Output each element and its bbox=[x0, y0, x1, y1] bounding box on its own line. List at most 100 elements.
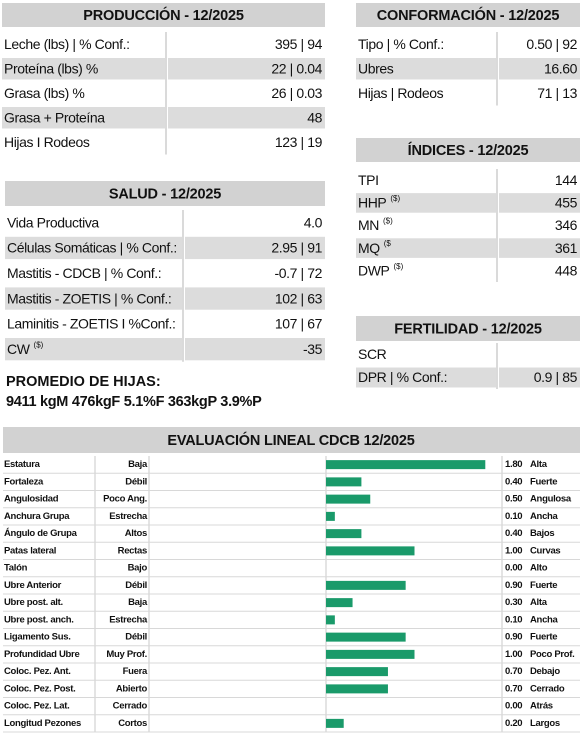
trait-name: Patas lateral bbox=[4, 545, 56, 556]
row-shade bbox=[168, 107, 325, 129]
trait-high: Largos bbox=[530, 718, 560, 729]
trait-value: 0.00 bbox=[505, 701, 522, 712]
row-superscript: ($) bbox=[383, 217, 393, 226]
trait-low: Muy Prof. bbox=[106, 649, 147, 660]
trait-low: Débil bbox=[125, 580, 147, 591]
row-shade bbox=[499, 367, 580, 388]
row-value: 455 bbox=[555, 195, 578, 211]
trait-high: Curvas bbox=[530, 545, 560, 556]
row-value: -35 bbox=[303, 341, 323, 357]
trait-value: 0.40 bbox=[505, 476, 522, 487]
row-label: MN bbox=[358, 217, 379, 233]
trait-name: Ángulo de Grupa bbox=[4, 528, 78, 539]
row-value: 0.9 | 85 bbox=[534, 369, 578, 385]
row-value: 361 bbox=[555, 240, 578, 256]
row-value: 123 | 19 bbox=[275, 134, 323, 150]
row-label: Ubres bbox=[358, 60, 394, 76]
row-value: 71 | 13 bbox=[537, 85, 577, 101]
trait-value: 0.30 bbox=[505, 597, 522, 608]
row-superscript: ($) bbox=[390, 194, 400, 203]
row-label: Grasa + Proteína bbox=[4, 109, 105, 125]
section-header bbox=[356, 316, 580, 341]
trait-bar bbox=[326, 511, 335, 521]
row-label: HHP bbox=[358, 195, 386, 211]
row-shade bbox=[5, 287, 182, 310]
trait-high: Bajos bbox=[530, 528, 554, 539]
promedio-text: 9411 kgM 476kgF 5.1%F 363kgP 3.9%P bbox=[6, 394, 262, 410]
trait-high: Fuerte bbox=[530, 476, 557, 487]
trait-bar bbox=[326, 615, 335, 625]
row-label: MQ bbox=[358, 240, 380, 256]
trait-high: Atrás bbox=[530, 701, 553, 712]
row-value: 22 | 0.04 bbox=[271, 60, 322, 76]
row-shade bbox=[2, 107, 165, 129]
trait-name: Anchura Grupa bbox=[4, 511, 70, 522]
trait-value: 0.90 bbox=[505, 632, 522, 643]
trait-bar bbox=[326, 718, 344, 728]
section-title: EVALUACIÓN LINEAL CDCB 12/2025 bbox=[167, 431, 414, 449]
trait-name: Coloc. Pez. Ant. bbox=[4, 666, 71, 677]
trait-value: 0.20 bbox=[505, 718, 522, 729]
trait-value: 0.40 bbox=[505, 528, 522, 539]
row-superscript: ($) bbox=[393, 262, 403, 271]
row-shade bbox=[499, 58, 580, 80]
row-shade bbox=[499, 238, 580, 258]
trait-name: Longitud Pezones bbox=[4, 718, 81, 729]
trait-high: Fuerte bbox=[530, 632, 557, 643]
section-header bbox=[356, 138, 580, 162]
row-label: SCR bbox=[358, 346, 387, 362]
row-value: 26 | 0.03 bbox=[271, 85, 322, 101]
trait-name: Estatura bbox=[4, 459, 41, 470]
trait-value: 0.90 bbox=[505, 580, 522, 591]
trait-low: Estrecha bbox=[109, 614, 148, 625]
row-label: DWP bbox=[358, 262, 390, 278]
trait-high: Ancha bbox=[530, 614, 559, 625]
trait-low: Rectas bbox=[118, 545, 147, 556]
trait-low: Cerrado bbox=[113, 701, 148, 712]
row-label: Células Somáticas | % Conf.: bbox=[7, 240, 177, 256]
section-header bbox=[356, 3, 580, 27]
trait-low: Baja bbox=[128, 459, 148, 470]
trait-high: Fuerte bbox=[530, 580, 557, 591]
promedio-title: PROMEDIO DE HIJAS: bbox=[6, 374, 161, 390]
trait-bar bbox=[326, 477, 362, 487]
row-label: Leche (lbs) | % Conf.: bbox=[4, 36, 130, 52]
trait-bar bbox=[326, 529, 362, 539]
trait-low: Bajo bbox=[128, 563, 148, 574]
trait-high: Ancha bbox=[530, 511, 559, 522]
row-value: 2.95 | 91 bbox=[271, 240, 322, 256]
section-title: PRODUCCIÓN - 12/2025 bbox=[83, 6, 244, 24]
trait-high: Alto bbox=[530, 563, 548, 574]
row-label: Proteína (lbs) % bbox=[4, 60, 98, 76]
trait-low: Débil bbox=[125, 632, 147, 643]
trait-bar bbox=[326, 632, 406, 642]
row-label: Tipo | % Conf.: bbox=[358, 36, 444, 52]
trait-name: Ligamento Sus. bbox=[4, 632, 71, 643]
trait-high: Alta bbox=[530, 459, 548, 470]
row-shade bbox=[356, 238, 496, 258]
row-label: CW bbox=[7, 341, 31, 357]
row-shade bbox=[356, 193, 496, 213]
trait-high: Cerrado bbox=[530, 683, 565, 694]
trait-name: Coloc. Pez. Post. bbox=[4, 683, 75, 694]
trait-name: Angulosidad bbox=[4, 494, 59, 505]
trait-low: Cortos bbox=[118, 718, 147, 729]
row-value: 144 bbox=[555, 172, 578, 188]
trait-value: 1.00 bbox=[505, 545, 522, 556]
row-value: 4.0 bbox=[304, 214, 323, 230]
row-shade bbox=[5, 236, 182, 260]
trait-bar bbox=[326, 460, 486, 470]
row-label: DPR | % Conf.: bbox=[358, 369, 447, 385]
trait-low: Poco Ang. bbox=[103, 494, 147, 505]
row-shade bbox=[5, 338, 182, 361]
row-shade bbox=[185, 236, 325, 260]
trait-name: Fortaleza bbox=[4, 476, 44, 487]
row-value: 395 | 94 bbox=[275, 36, 323, 52]
row-label: Hijas I Rodeos bbox=[4, 134, 90, 150]
trait-value: 0.70 bbox=[505, 683, 522, 694]
row-label: TPI bbox=[358, 172, 379, 188]
trait-value: 1.00 bbox=[505, 649, 522, 660]
row-label: Hijas | Rodeos bbox=[358, 85, 444, 101]
row-shade bbox=[185, 338, 325, 361]
